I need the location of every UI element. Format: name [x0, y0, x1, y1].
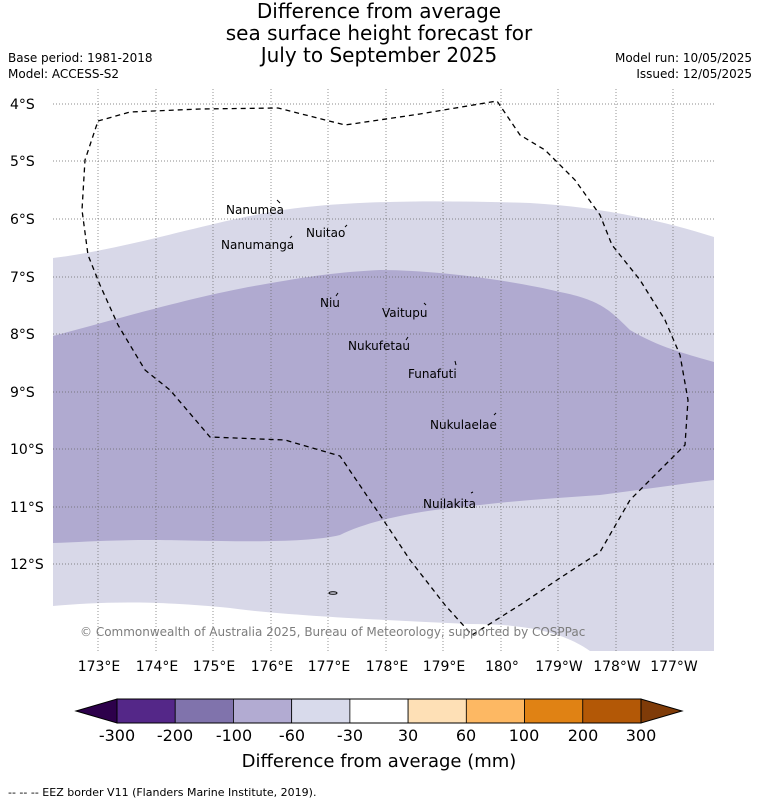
lat-label: 10°S	[10, 442, 44, 458]
colorbar-tick-label: 100	[509, 726, 540, 745]
title-line-2: sea surface height forecast for	[225, 21, 533, 45]
copyright-text: © Commonwealth of Australia 2025, Bureau…	[80, 625, 585, 639]
lat-label: 6°S	[10, 212, 35, 228]
lat-label: 9°S	[10, 385, 35, 401]
colorbar: -300 -200 -100 -60 -30 30 60 100 200 300…	[74, 698, 684, 772]
lat-label: 11°S	[10, 500, 44, 516]
meta-right: Model run: 10/05/2025 Issued: 12/05/2025	[615, 50, 752, 82]
colorbar-tick-label: -30	[337, 726, 363, 745]
lon-label: 180°	[485, 659, 519, 675]
colorbar-tick-label: 300	[626, 726, 657, 745]
lat-label: 5°S	[10, 154, 35, 170]
lon-label: 179°E	[423, 659, 466, 675]
issued-text: Issued: 12/05/2025	[636, 67, 752, 81]
lon-label: 173°E	[78, 659, 121, 675]
colorbar-tick-label: -200	[157, 726, 193, 745]
island-nanumea	[276, 199, 281, 204]
anomaly-band-medium	[53, 270, 714, 543]
colorbar-cell	[407, 698, 467, 724]
island-funafuti	[454, 360, 457, 366]
colorbar-label: Difference from average (mm)	[242, 751, 517, 772]
place-label-nanumea: Nanumea	[226, 203, 284, 217]
lon-label: 175°E	[193, 659, 236, 675]
colorbar-cell	[582, 698, 642, 724]
lat-axis: 4°S 5°S 6°S 7°S 8°S 9°S 10°S 11°S 12°S	[10, 97, 44, 573]
island-nanumanga	[289, 235, 293, 239]
colorbar-tick-label: -100	[216, 726, 252, 745]
base-period-text: Base period: 1981-2018	[8, 51, 153, 65]
lon-label: 177°W	[650, 659, 698, 675]
colorbar-ticks: -300 -200 -100 -60 -30 30 60 100 200 300	[99, 726, 656, 745]
colorbar-cell	[465, 698, 525, 724]
map-title: Difference from average sea surface heig…	[0, 0, 758, 66]
eez-legend-footnote: -- -- -- EEZ border V11 (Flanders Marine…	[8, 786, 317, 799]
place-label-niu: Niu	[320, 296, 340, 310]
colorbar-tick-label: 30	[398, 726, 418, 745]
colorbar-cell	[116, 698, 176, 724]
lon-label: 178°E	[366, 659, 409, 675]
lon-label: 174°E	[136, 659, 179, 675]
island-vaitupu	[423, 302, 427, 306]
island-nukulaelae	[493, 412, 497, 416]
eez-border	[81, 100, 689, 636]
place-label-nanumanga: Nanumanga	[221, 238, 294, 252]
lon-label: 176°E	[251, 659, 294, 675]
lon-axis: 173°E 174°E 175°E 176°E 177°E 178°E 179°…	[78, 659, 698, 675]
title-line-3: July to September 2025	[260, 43, 498, 67]
place-label-nuitao: Nuitao	[306, 226, 345, 240]
lat-label: 12°S	[10, 557, 44, 573]
colorbar-tick-label: 200	[568, 726, 599, 745]
place-label-vaitupu: Vaitupu	[382, 306, 428, 320]
place-label-nuilakita: Nuilakita	[423, 497, 476, 511]
place-label-nukulaelae: Nukulaelae	[430, 418, 497, 432]
lat-label: 8°S	[10, 327, 35, 343]
lon-label: 179°W	[535, 659, 583, 675]
colorbar-tick-label: 60	[456, 726, 476, 745]
colorbar-over-arrow	[640, 698, 684, 724]
colorbar-tick-label: -60	[279, 726, 305, 745]
colorbar-cell	[524, 698, 584, 724]
island-nukufetau	[405, 336, 409, 341]
place-label-nukufetau: Nukufetau	[348, 339, 410, 353]
gridlines	[53, 89, 714, 651]
meta-left: Base period: 1981-2018 Model: ACCESS-S2	[8, 50, 153, 82]
lon-label: 178°W	[593, 659, 641, 675]
islands	[276, 199, 497, 595]
map-panel: Nanumea Nuitao Nanumanga Niu Vaitupu Nuk…	[53, 89, 714, 651]
colorbar-cell	[349, 698, 409, 724]
colorbar-cell	[174, 698, 234, 724]
colorbar-tick-label: -300	[99, 726, 135, 745]
island-nuilakita	[470, 491, 474, 494]
island-nuitao	[344, 224, 348, 228]
colorbar-cells	[116, 698, 642, 724]
model-text: Model: ACCESS-S2	[8, 67, 120, 81]
colorbar-cell	[291, 698, 351, 724]
model-run-text: Model run: 10/05/2025	[614, 51, 752, 65]
colorbar-cell	[233, 698, 293, 724]
lat-label: 4°S	[10, 97, 35, 113]
title-line-1: Difference from average	[256, 0, 502, 23]
colorbar-under-arrow	[74, 698, 118, 724]
island-south	[328, 591, 338, 595]
place-label-funafuti: Funafuti	[408, 367, 457, 381]
colorbar-frame	[116, 698, 642, 724]
lon-label: 177°E	[308, 659, 351, 675]
lat-label: 7°S	[10, 270, 35, 286]
island-niu	[335, 292, 339, 297]
